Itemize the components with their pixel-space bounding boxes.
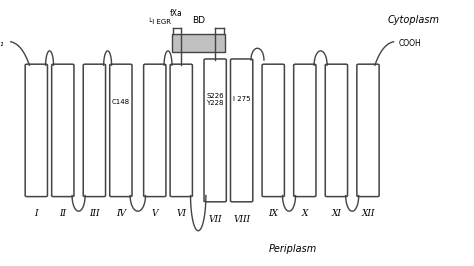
FancyBboxPatch shape bbox=[230, 59, 253, 202]
FancyBboxPatch shape bbox=[294, 64, 316, 197]
Text: S226
Y228: S226 Y228 bbox=[206, 93, 224, 106]
Text: C148: C148 bbox=[112, 99, 130, 105]
Text: IX: IX bbox=[268, 209, 278, 218]
FancyBboxPatch shape bbox=[170, 64, 192, 197]
Text: COOH: COOH bbox=[398, 39, 421, 48]
Text: XI: XI bbox=[331, 209, 341, 218]
Text: BD: BD bbox=[192, 16, 205, 25]
Text: III: III bbox=[89, 209, 100, 218]
FancyBboxPatch shape bbox=[83, 64, 106, 197]
FancyBboxPatch shape bbox=[204, 59, 226, 202]
Text: X: X bbox=[301, 209, 308, 218]
FancyBboxPatch shape bbox=[25, 64, 47, 197]
Text: VI: VI bbox=[176, 209, 186, 218]
FancyBboxPatch shape bbox=[262, 64, 284, 197]
Text: Cytoplasm: Cytoplasm bbox=[388, 15, 439, 24]
Text: VIII: VIII bbox=[233, 214, 250, 223]
Text: NH₂: NH₂ bbox=[0, 39, 4, 48]
Text: I: I bbox=[35, 209, 38, 218]
FancyBboxPatch shape bbox=[52, 64, 74, 197]
FancyBboxPatch shape bbox=[357, 64, 379, 197]
Text: IV: IV bbox=[116, 209, 126, 218]
Text: V: V bbox=[152, 209, 158, 218]
Text: └I EGR: └I EGR bbox=[147, 18, 171, 25]
Text: XII: XII bbox=[361, 209, 374, 218]
FancyBboxPatch shape bbox=[325, 64, 347, 197]
FancyBboxPatch shape bbox=[109, 64, 132, 197]
Text: II: II bbox=[59, 209, 66, 218]
Text: Periplasm: Periplasm bbox=[269, 244, 317, 254]
Bar bbox=[172, 35, 226, 52]
Text: I 275: I 275 bbox=[233, 96, 250, 102]
FancyBboxPatch shape bbox=[144, 64, 166, 197]
Text: fXa: fXa bbox=[170, 9, 183, 18]
Text: VII: VII bbox=[209, 214, 222, 223]
